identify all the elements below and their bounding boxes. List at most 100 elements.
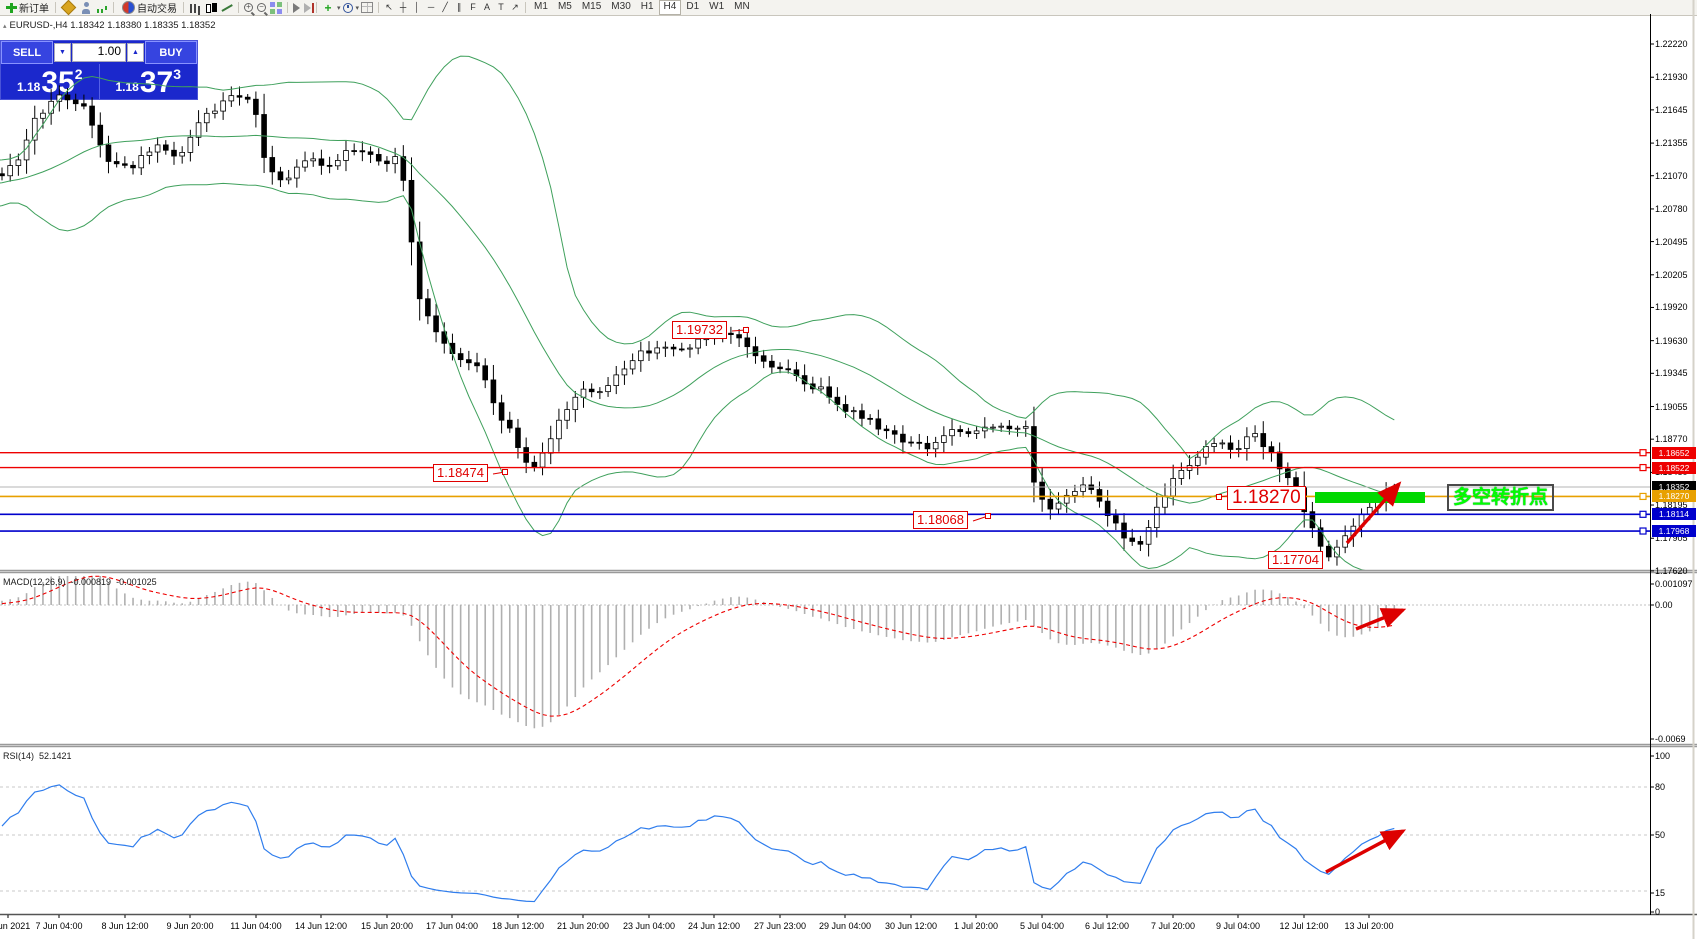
auto-trading-label: 自动交易 bbox=[137, 4, 177, 15]
tool-vertical-line-icon[interactable]: │ bbox=[414, 2, 420, 12]
macd-histogram bbox=[1, 576, 1396, 729]
tool-trendline-icon[interactable]: ╱ bbox=[442, 2, 448, 12]
bid-price[interactable]: 1.18 35 2 bbox=[16, 66, 83, 99]
axis-badge-resistance-1: 1.18652 bbox=[1652, 446, 1696, 459]
level-lines bbox=[0, 449, 1650, 535]
tile-windows-icon[interactable] bbox=[270, 1, 282, 14]
tool-fibonacci-icon[interactable]: F bbox=[470, 2, 476, 12]
timeframe-M1[interactable]: M1 bbox=[534, 1, 548, 12]
timeframe-H1[interactable]: H1 bbox=[640, 1, 654, 12]
chart-shift-icon[interactable] bbox=[304, 2, 314, 13]
zoom-in-icon[interactable]: + bbox=[244, 3, 253, 12]
indicators-icon[interactable]: + bbox=[324, 0, 332, 15]
macd-label: MACD(12,26,9) -0.000819 -0.001025 bbox=[3, 577, 157, 587]
rsi-line bbox=[1, 784, 1395, 903]
buy-button[interactable]: BUY bbox=[145, 41, 197, 64]
date-axis-tick: 9 Jun 20:00 bbox=[166, 921, 214, 931]
templates-icon[interactable] bbox=[361, 2, 374, 13]
green-highlight-zone[interactable] bbox=[1315, 492, 1425, 503]
price-axis-tick: 1.21070 bbox=[1655, 170, 1688, 181]
candlestick-chart-icon[interactable] bbox=[205, 2, 217, 14]
price-label-1.18270[interactable]: 1.18270 bbox=[1227, 486, 1306, 510]
date-axis-tick: 30 Jun 12:00 bbox=[884, 921, 938, 931]
date-axis-tick: 5 Jul 04:00 bbox=[1019, 921, 1065, 931]
trend-arrows[interactable] bbox=[1325, 481, 1407, 874]
price-label-1.19732[interactable]: 1.19732 bbox=[672, 321, 727, 339]
timeframe-buttons: M1 M5 M15 M30 H1 H4 D1 W1 MN bbox=[529, 0, 755, 15]
price-axis-tick: 1.20495 bbox=[1655, 236, 1688, 247]
auto-trading-button[interactable]: 自动交易 bbox=[117, 1, 180, 15]
tool-equidistant-channel-icon[interactable]: ∥ bbox=[456, 2, 462, 12]
indicator-axis-tick: -0.0069 bbox=[1655, 734, 1686, 744]
price-axis-tick: 1.19345 bbox=[1655, 368, 1688, 379]
lot-decrease-button[interactable]: ▼ bbox=[54, 43, 71, 62]
ask-price[interactable]: 1.18 37 3 bbox=[115, 66, 182, 99]
auto-scroll-icon[interactable] bbox=[293, 2, 300, 13]
price-axis-tick: 1.20205 bbox=[1655, 269, 1688, 280]
zoom-out-icon[interactable]: − bbox=[257, 3, 266, 12]
price-axis-tick: 1.21645 bbox=[1655, 104, 1688, 115]
indicator-axis-tick: 0 bbox=[1655, 907, 1661, 917]
date-axis-tick: 9 Jul 04:00 bbox=[1215, 921, 1261, 931]
tool-arrows-icon[interactable]: ↗ bbox=[511, 2, 519, 12]
auto-trading-icon bbox=[122, 1, 135, 14]
timeframe-M5[interactable]: M5 bbox=[557, 1, 572, 12]
price-axis-tick: 1.21355 bbox=[1655, 138, 1688, 149]
timeframe-W1[interactable]: W1 bbox=[709, 1, 725, 12]
tool-cursor-icon[interactable]: ↖ bbox=[385, 2, 393, 12]
date-axis-tick: 24 Jun 12:00 bbox=[687, 921, 741, 931]
lot-size-input[interactable]: 1.00 bbox=[72, 43, 126, 62]
price-axis-tick: 1.19920 bbox=[1655, 302, 1688, 313]
price-label-1.17704[interactable]: 1.17704 bbox=[1268, 551, 1323, 569]
turning-point-annotation[interactable]: 多空转折点 bbox=[1447, 484, 1555, 511]
profile-icon[interactable] bbox=[80, 1, 92, 14]
indicator-axis-tick: 15 bbox=[1655, 888, 1666, 898]
candlesticks bbox=[0, 85, 1398, 566]
axis-badge-bid-line: 1.18352 bbox=[1652, 481, 1696, 494]
date-axis-tick: 21 Jun 20:00 bbox=[556, 921, 610, 931]
chart-title: ▴ EURUSD-,H4 1.18342 1.18380 1.18335 1.18… bbox=[3, 20, 216, 31]
price-axis-tick: 1.17620 bbox=[1655, 565, 1688, 576]
price-axis-tick: 1.20780 bbox=[1655, 203, 1688, 214]
timeframe-M30[interactable]: M30 bbox=[611, 1, 631, 12]
one-click-trading-panel: SELL ▼ 1.00 ▲ BUY 1.18 35 2 1.18 37 3 bbox=[0, 40, 198, 100]
lot-increase-button[interactable]: ▲ bbox=[127, 43, 144, 62]
tool-text-icon[interactable]: A bbox=[484, 2, 491, 12]
signal-icon[interactable] bbox=[96, 2, 108, 14]
axis-badge-support-1: 1.18114 bbox=[1652, 508, 1696, 521]
price-axis-tick: 1.21930 bbox=[1655, 72, 1688, 83]
periods-icon[interactable] bbox=[342, 2, 353, 13]
axis-badge-resistance-2: 1.18522 bbox=[1652, 461, 1696, 474]
date-axis-tick: 6 Jul 12:00 bbox=[1084, 921, 1130, 931]
indicator-axis-tick: 80 bbox=[1655, 782, 1666, 792]
price-label-1.18068[interactable]: 1.18068 bbox=[913, 511, 968, 529]
timeframe-M15[interactable]: M15 bbox=[581, 1, 602, 12]
collapse-icon[interactable]: ▴ bbox=[3, 23, 7, 30]
sell-button[interactable]: SELL bbox=[1, 41, 53, 64]
date-axis-tick: 8 Jun 12:00 bbox=[101, 921, 149, 931]
date-axis-tick: 7 Jun 04:00 bbox=[35, 921, 83, 931]
tool-text-label-icon[interactable]: T bbox=[498, 2, 504, 12]
tool-crosshair-icon[interactable]: ┼ bbox=[399, 2, 407, 12]
toolbar: 新订单 自动交易 + − + ▾ ▾ ↖ ┼ │ ─ ╱ ∥ F A T ↗ M1 M5 M15 M30 H… bbox=[0, 0, 1697, 16]
axis-badge-pivot-line: 1.18270 bbox=[1652, 490, 1696, 503]
tool-horizontal-line-icon[interactable]: ─ bbox=[427, 2, 435, 12]
date-axis-tick: 29 Jun 04:00 bbox=[818, 921, 872, 931]
timeframe-H4[interactable]: H4 bbox=[658, 0, 682, 15]
indicator-axis-tick: 50 bbox=[1655, 830, 1666, 840]
bar-chart-icon[interactable] bbox=[189, 2, 201, 14]
indicator-axis-tick: 0.00 bbox=[1655, 600, 1673, 610]
date-axis-tick: 23 Jun 04:00 bbox=[622, 921, 676, 931]
new-order-button[interactable]: 新订单 bbox=[0, 1, 52, 15]
drawing-tools: ↖ ┼ │ ─ ╱ ∥ F A T ↗ bbox=[382, 1, 522, 14]
new-order-icon bbox=[5, 2, 17, 14]
indicator-axis-tick: 0.001097 bbox=[1655, 579, 1693, 589]
timeframe-D1[interactable]: D1 bbox=[686, 1, 700, 12]
price-axis-tick: 1.17905 bbox=[1655, 533, 1688, 544]
rsi-label: RSI(14) 52.1421 bbox=[3, 751, 72, 761]
timeframe-MN[interactable]: MN bbox=[734, 1, 750, 12]
date-axis-tick: 14 Jun 12:00 bbox=[294, 921, 348, 931]
price-label-1.18474[interactable]: 1.18474 bbox=[433, 464, 488, 482]
